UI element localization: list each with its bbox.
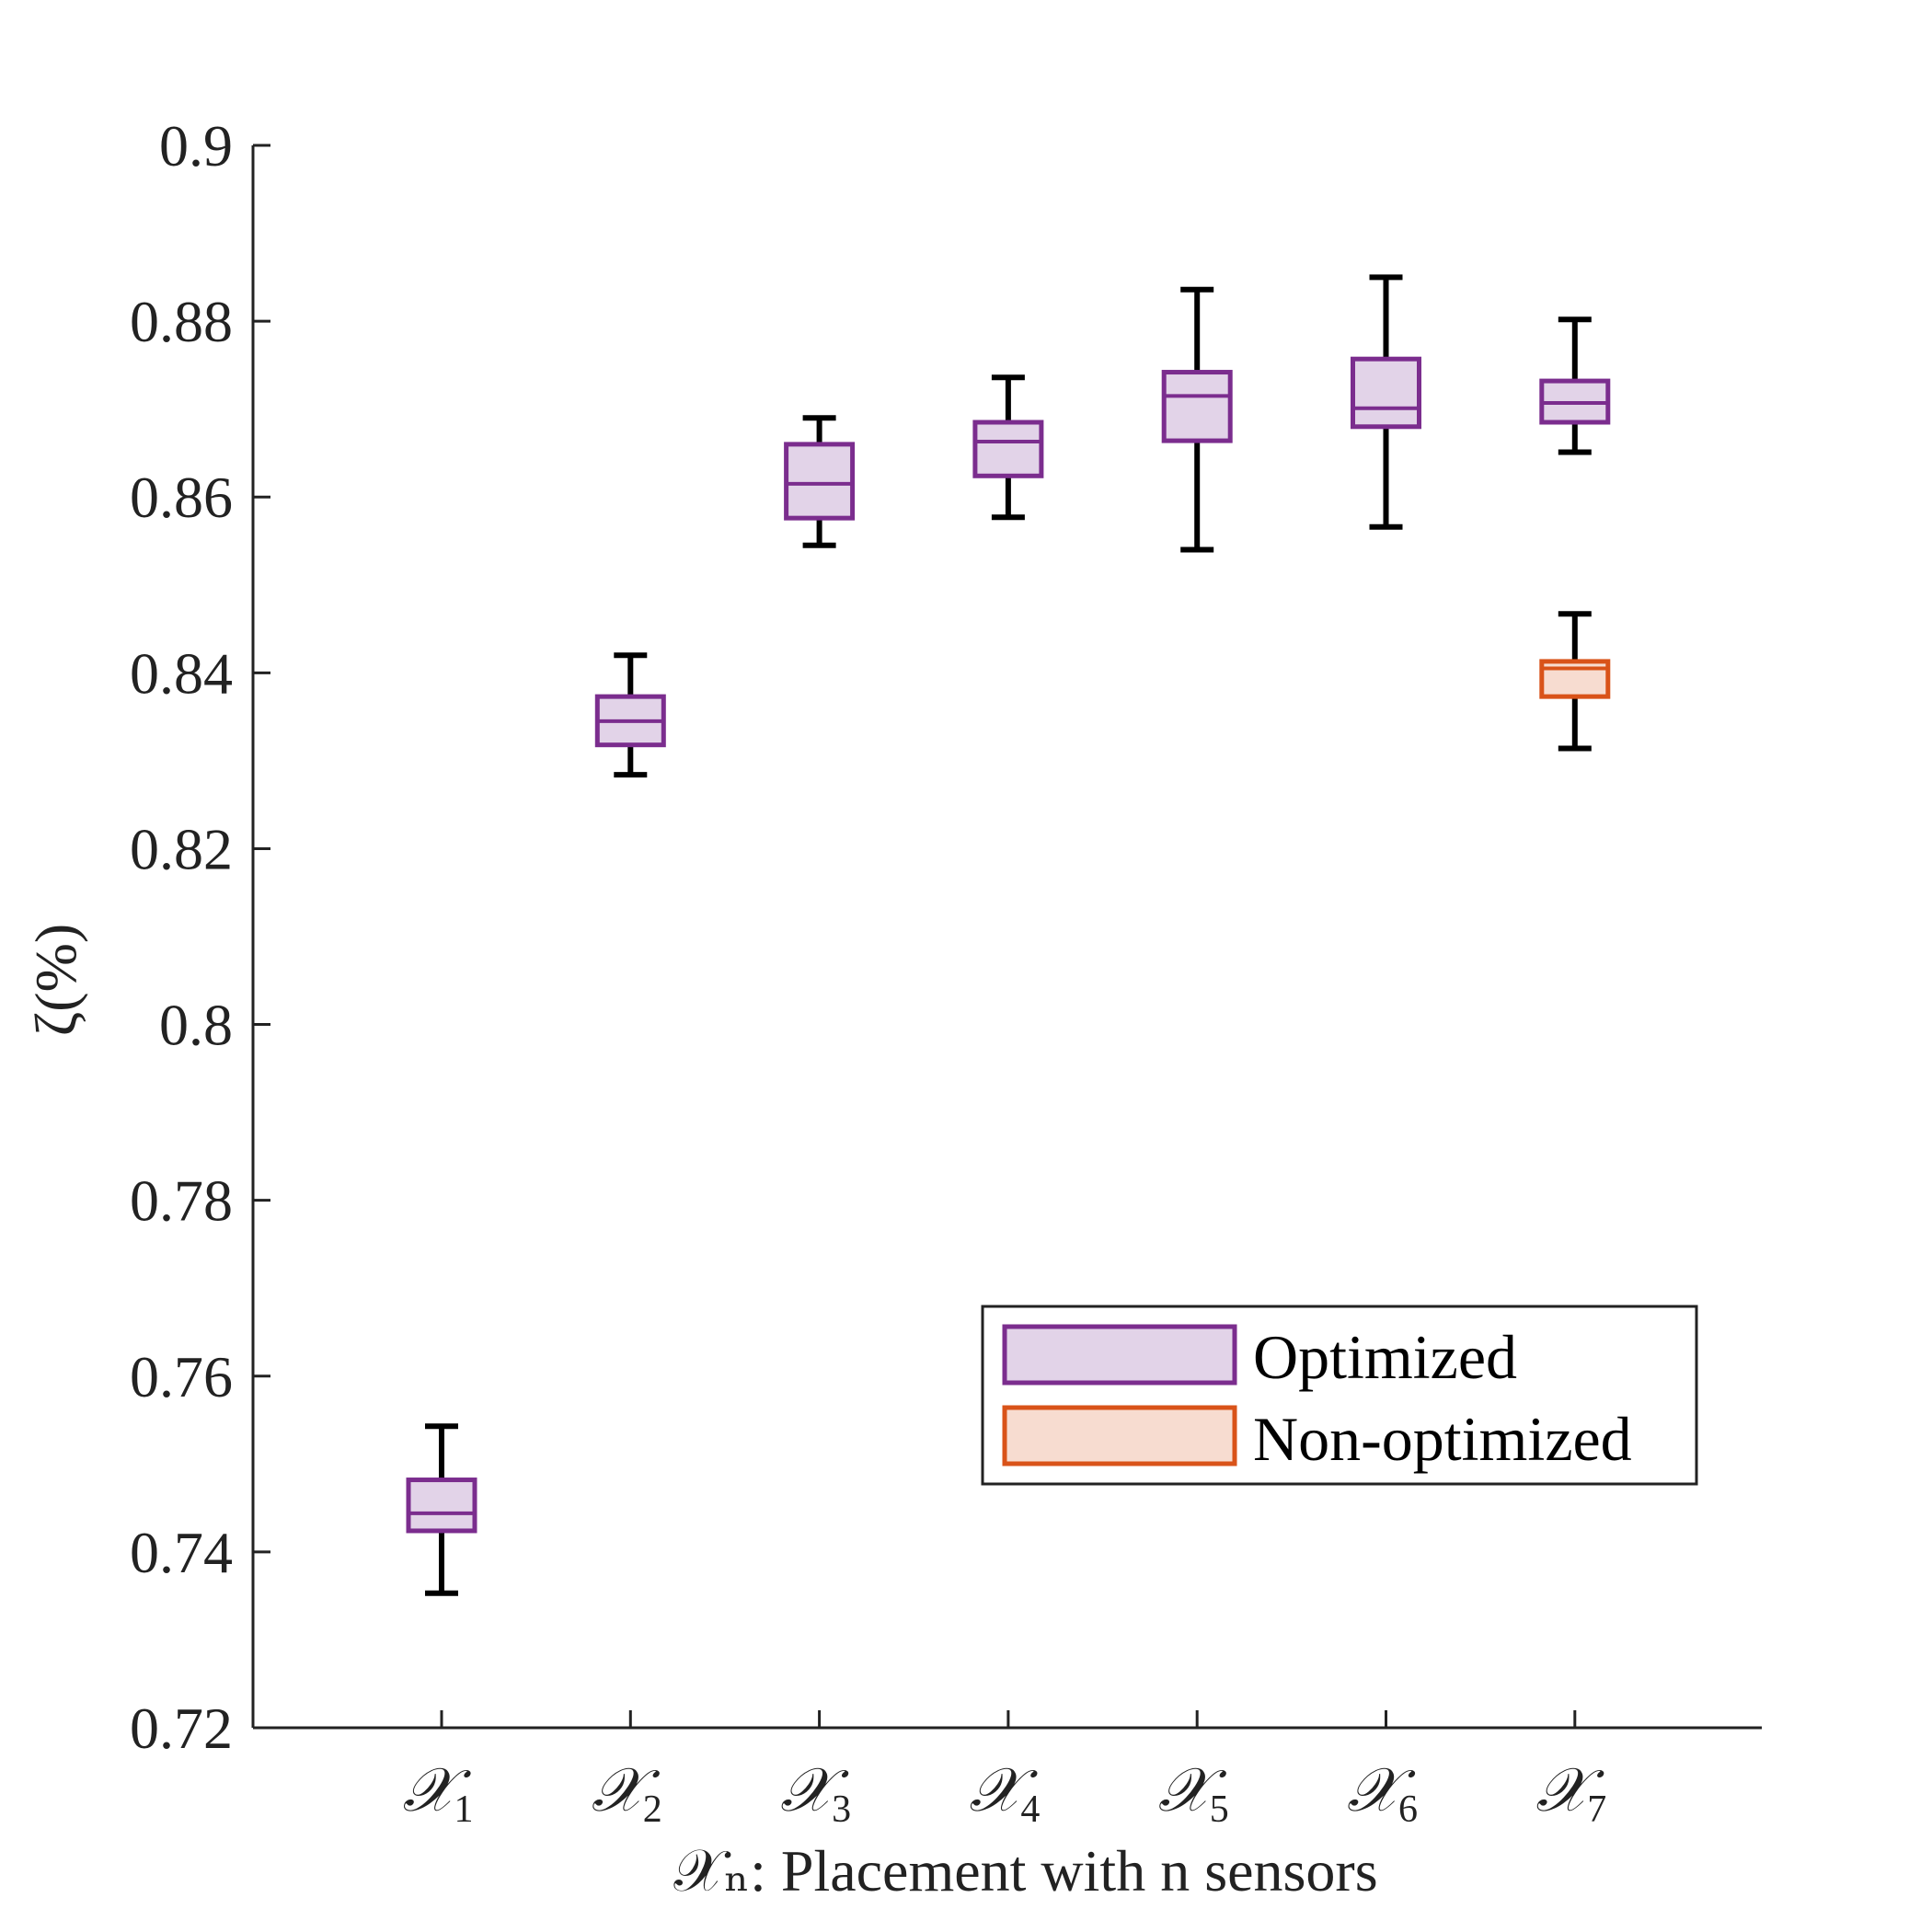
box-optimized-3	[784, 415, 856, 548]
y-tick-label: 0.84	[130, 640, 233, 706]
box-non-optimized-7	[1539, 611, 1611, 752]
x-tick-subscript: 4	[1020, 1788, 1040, 1831]
box-optimized-1	[406, 1423, 477, 1596]
box-optimized-5	[1161, 286, 1233, 553]
box-optimized-2	[594, 652, 666, 778]
box-body	[1351, 356, 1421, 430]
y-tick-label: 0.82	[130, 816, 233, 881]
y-tick-label: 0.9	[159, 113, 233, 178]
legend-label-optimized: Optimized	[1253, 1322, 1517, 1392]
legend-swatch-optimized	[1002, 1324, 1237, 1386]
x-tick-subscript: 6	[1398, 1788, 1418, 1831]
y-tick-label: 0.78	[130, 1168, 233, 1234]
y-tick-label: 0.8	[159, 993, 233, 1058]
x-tick-subscript: 7	[1587, 1788, 1606, 1831]
legend-label-non-optimized: Non-optimized	[1253, 1404, 1632, 1474]
x-axis-title: 𝒳ₙ: Placement with n sensors	[673, 1838, 1377, 1903]
legend: Optimized Non-optimized	[981, 1305, 1698, 1486]
y-tick-label: 0.86	[130, 465, 233, 530]
box-body	[784, 442, 856, 521]
box-body	[972, 420, 1044, 478]
box-series	[406, 274, 1611, 1596]
box-optimized-4	[972, 374, 1044, 521]
y-tick-label: 0.88	[130, 289, 233, 354]
box-body	[406, 1478, 477, 1534]
y-tick-label: 0.74	[130, 1520, 233, 1585]
box-optimized-6	[1351, 274, 1421, 530]
box-body	[1161, 370, 1233, 443]
x-tick-subscript: 1	[454, 1788, 474, 1831]
legend-swatch-non-optimized	[1002, 1405, 1237, 1466]
box-optimized-7	[1539, 316, 1611, 455]
y-tick-label: 0.72	[130, 1696, 233, 1761]
y-axis-ticks: 0.72 0.74 0.76 0.78 0.8 0.82 0.84 0.86 0.88 0.9	[130, 113, 270, 1761]
x-tick-subscript: 2	[643, 1788, 662, 1831]
y-axis-title: ζ(%)	[23, 924, 88, 1036]
x-tick-subscript: 3	[832, 1788, 851, 1831]
x-tick-subscript: 5	[1210, 1788, 1229, 1831]
y-tick-label: 0.76	[130, 1344, 233, 1409]
